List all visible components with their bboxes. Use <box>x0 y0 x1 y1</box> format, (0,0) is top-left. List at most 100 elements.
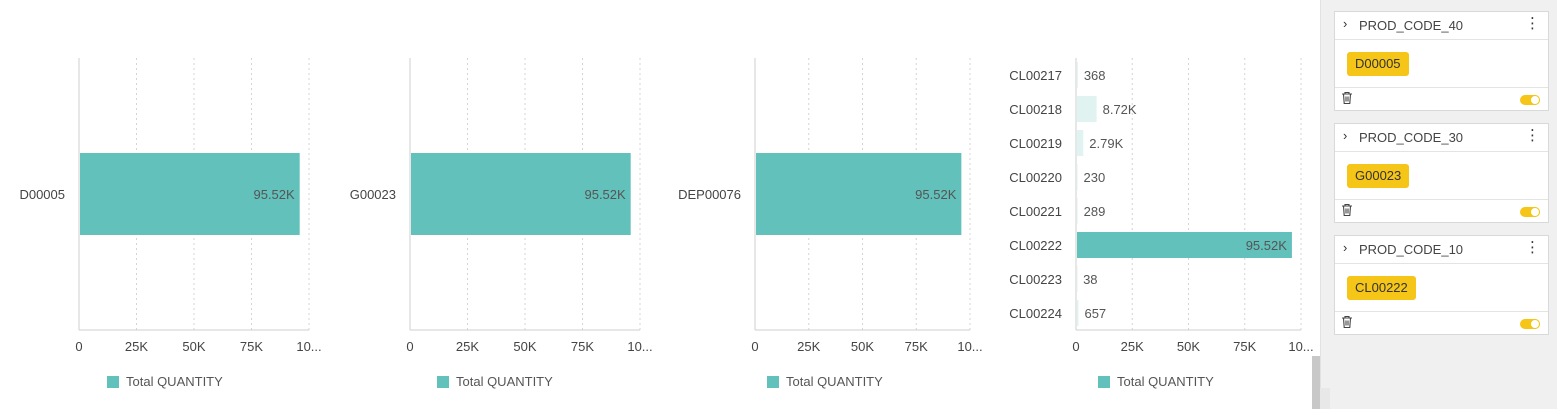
bar <box>756 153 962 235</box>
filter-title: PROD_CODE_40 <box>1359 18 1464 33</box>
y-category-label: CL00220 <box>1009 170 1062 185</box>
filter-value-chip[interactable]: CL00222 <box>1347 276 1416 300</box>
data-label: 38 <box>1083 272 1097 287</box>
x-tick-label: 25K <box>1121 339 1144 354</box>
filter-panel: › PROD_CODE_40 ⋮ D00005 › PROD_CODE_30 ⋮… <box>1320 0 1557 409</box>
filter-footer <box>1335 200 1548 224</box>
filter-card-prod-code-40: › PROD_CODE_40 ⋮ D00005 <box>1334 11 1549 111</box>
bar <box>1077 300 1079 326</box>
x-tick-label: 75K <box>905 339 928 354</box>
chevron-right-icon[interactable]: › <box>1343 240 1348 255</box>
data-label: 230 <box>1084 170 1106 185</box>
filter-header[interactable]: › PROD_CODE_30 ⋮ <box>1335 124 1548 152</box>
toggle-switch-icon[interactable] <box>1520 95 1540 105</box>
y-category-label: CL00223 <box>1009 272 1062 287</box>
trash-icon[interactable] <box>1341 315 1353 334</box>
toggle-knob <box>1530 95 1540 105</box>
data-label: 95.52K <box>1246 238 1288 253</box>
x-tick-label: 10... <box>1288 339 1313 354</box>
filter-header[interactable]: › PROD_CODE_10 ⋮ <box>1335 236 1548 264</box>
bar <box>1077 62 1078 88</box>
chevron-right-icon[interactable]: › <box>1343 128 1348 143</box>
x-tick-label: 50K <box>851 339 874 354</box>
legend-swatch <box>767 375 779 388</box>
legend-label: Total QUANTITY <box>786 374 883 389</box>
filter-value-chip[interactable]: D00005 <box>1347 52 1409 76</box>
bar-chart-prod-code-10: 0 25K 50K 75K 10... CL00217 368 CL00218 8.72K CL0… <box>1000 0 1314 370</box>
legend-label: Total QUANTITY <box>1117 374 1214 389</box>
x-tick-label: 25K <box>125 339 148 354</box>
legend[interactable]: Total QUANTITY <box>1098 374 1214 389</box>
filter-header[interactable]: › PROD_CODE_40 ⋮ <box>1335 12 1548 40</box>
legend[interactable]: Total QUANTITY <box>107 374 223 389</box>
filter-card-prod-code-10: › PROD_CODE_10 ⋮ CL00222 <box>1334 235 1549 335</box>
bar <box>411 153 631 235</box>
legend-swatch <box>107 375 119 388</box>
trash-icon[interactable] <box>1341 91 1353 110</box>
legend[interactable]: Total QUANTITY <box>767 374 883 389</box>
data-label: 95.52K <box>584 187 626 202</box>
x-tick-label: 10... <box>296 339 321 354</box>
y-category-label: CL00222 <box>1009 238 1062 253</box>
x-tick-label: 0 <box>751 339 758 354</box>
legend-swatch <box>1098 375 1110 388</box>
chart-svg: 0 25K 50K 75K 10... G00023 95.52K <box>350 58 653 354</box>
trash-icon[interactable] <box>1341 203 1353 222</box>
x-tick-label: 75K <box>240 339 263 354</box>
bar <box>1077 96 1097 122</box>
bar-chart-prod-code-40: 0 25K 50K 75K 10... D00005 95.52K <box>0 0 322 370</box>
x-tick-label: 75K <box>1233 339 1256 354</box>
bar <box>1077 164 1078 190</box>
legend-label: Total QUANTITY <box>456 374 553 389</box>
filter-footer <box>1335 88 1548 112</box>
filter-title: PROD_CODE_30 <box>1359 130 1464 145</box>
data-label: 2.79K <box>1089 136 1123 151</box>
filter-body: G00023 <box>1335 152 1548 200</box>
bar-chart-prod-code-30: 0 25K 50K 75K 10... G00023 95.52K <box>330 0 653 370</box>
filter-footer <box>1335 312 1548 336</box>
chart-svg: 0 25K 50K 75K 10... D00005 95.52K <box>19 58 322 354</box>
x-tick-label: 25K <box>456 339 479 354</box>
legend-swatch <box>437 375 449 388</box>
chevron-right-icon[interactable]: › <box>1343 16 1348 31</box>
y-category-label: DEP00076 <box>678 187 741 202</box>
x-tick-label: 50K <box>513 339 536 354</box>
bar-chart-dep: 0 25K 50K 75K 10... DEP00076 95.52K <box>660 0 983 370</box>
filter-card-prod-code-30: › PROD_CODE_30 ⋮ G00023 <box>1334 123 1549 223</box>
filter-body: D00005 <box>1335 40 1548 88</box>
x-tick-label: 10... <box>627 339 652 354</box>
bar <box>1077 130 1084 156</box>
chart-svg: 0 25K 50K 75K 10... CL00217 368 CL00218 8.72K CL0… <box>1009 58 1314 354</box>
y-category-label: CL00224 <box>1009 306 1062 321</box>
data-label: 8.72K <box>1103 102 1137 117</box>
bar <box>80 153 300 235</box>
data-label: 95.52K <box>915 187 957 202</box>
y-category-label: CL00219 <box>1009 136 1062 151</box>
kebab-menu-icon[interactable]: ⋮ <box>1525 239 1540 256</box>
resize-corner <box>1320 388 1330 409</box>
data-label: 657 <box>1084 306 1106 321</box>
data-label: 289 <box>1084 204 1106 219</box>
bar <box>1077 232 1292 258</box>
scrollbar[interactable] <box>1312 356 1320 409</box>
y-category-label: G00023 <box>350 187 396 202</box>
filter-value-chip[interactable]: G00023 <box>1347 164 1410 188</box>
kebab-menu-icon[interactable]: ⋮ <box>1525 15 1540 32</box>
x-tick-label: 50K <box>1177 339 1200 354</box>
chart-svg: 0 25K 50K 75K 10... DEP00076 95.52K <box>678 58 983 354</box>
filter-title: PROD_CODE_10 <box>1359 242 1464 257</box>
x-tick-label: 0 <box>406 339 413 354</box>
toggle-switch-icon[interactable] <box>1520 207 1540 217</box>
toggle-switch-icon[interactable] <box>1520 319 1540 329</box>
toggle-knob <box>1530 319 1540 329</box>
legend[interactable]: Total QUANTITY <box>437 374 553 389</box>
y-category-label: CL00218 <box>1009 102 1062 117</box>
x-tick-label: 0 <box>1072 339 1079 354</box>
kebab-menu-icon[interactable]: ⋮ <box>1525 127 1540 144</box>
data-label: 368 <box>1084 68 1106 83</box>
toggle-knob <box>1530 207 1540 217</box>
bar <box>1077 198 1078 224</box>
filter-body: CL00222 <box>1335 264 1548 312</box>
bar <box>1077 266 1078 292</box>
y-category-label: CL00221 <box>1009 204 1062 219</box>
